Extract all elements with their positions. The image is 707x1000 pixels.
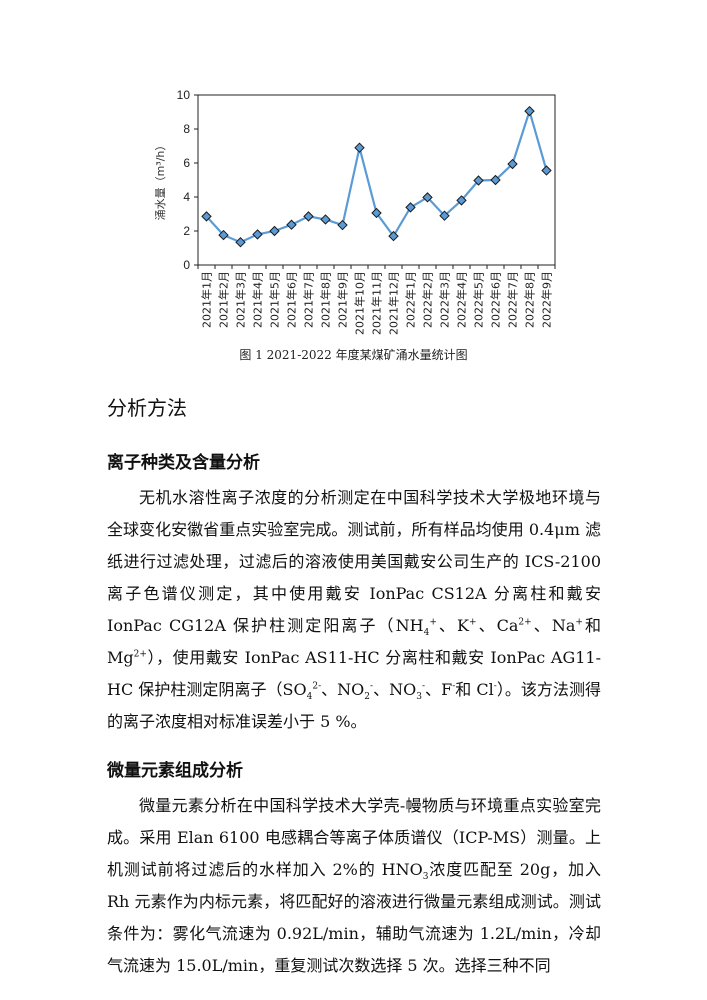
data-point <box>524 105 535 117</box>
x-tick-label: 2022年5月 <box>472 271 486 328</box>
subsection-title-ions: 离子种类及含量分析 <box>107 453 260 473</box>
data-point <box>507 158 518 170</box>
superscript: 2+ <box>133 649 147 660</box>
section-title: 分析方法 <box>107 396 187 420</box>
x-tick-label: 2021年11月 <box>370 271 384 335</box>
superscript: - <box>452 681 456 692</box>
y-tick-label: 4 <box>183 190 190 204</box>
subscript: 3 <box>416 692 422 703</box>
text-run: 、F <box>425 680 453 699</box>
x-tick-label: 2022年8月 <box>523 271 537 328</box>
y-tick-label: 2 <box>183 224 190 238</box>
superscript: 2+ <box>518 617 532 628</box>
x-tick-label: 2021年3月 <box>234 271 248 328</box>
x-tick-label: 2022年4月 <box>455 271 469 328</box>
x-tick-label: 2022年9月 <box>540 271 554 328</box>
text-run: ）。该方法测得的离子浓度相对标准误差小于 5 %。 <box>107 680 601 731</box>
x-tick-label: 2021年7月 <box>302 271 316 328</box>
text-run: 、NO <box>373 680 417 699</box>
data-point <box>303 211 314 222</box>
superscript: - <box>370 681 374 692</box>
text-run: ），使用戴安 IonPac AS11-HC 分离柱和戴安 IonPac AG11… <box>107 648 601 699</box>
y-tick-label: 6 <box>183 156 190 170</box>
figure-caption: 图 1 2021-2022 年度某煤矿涌水量统计图 <box>239 348 468 362</box>
x-tick-label: 2021年12月 <box>387 271 401 335</box>
text-run: 、Na <box>531 616 576 635</box>
x-tick-label: 2021年6月 <box>285 271 299 328</box>
x-tick-label: 2021年8月 <box>319 271 333 328</box>
data-point <box>388 230 399 242</box>
data-point <box>218 229 229 241</box>
data-point <box>269 225 280 237</box>
text-run: 浓度匹配至 20g，加入 Rh 元素作为内标元素，将匹配好的溶液进行微量元素组成… <box>107 860 601 975</box>
y-axis-label: 涌水量（m³/h） <box>154 140 167 221</box>
x-tick-label: 2022年1月 <box>404 271 418 328</box>
superscript: + <box>429 617 437 628</box>
data-point <box>490 174 501 186</box>
data-point <box>456 195 467 206</box>
data-point <box>473 175 484 186</box>
superscript: + <box>468 617 477 628</box>
y-tick-label: 0 <box>183 258 190 272</box>
x-tick-label: 2021年4月 <box>251 271 265 328</box>
data-point <box>541 165 552 176</box>
paragraph-trace-elements: 微量元素分析在中国科学技术大学壳-幔物质与环境重点实验室完成。采用 Elan 6… <box>107 790 601 982</box>
document-body: 图 1 2021-2022 年度某煤矿涌水量统计图 分析方法 离子种类及含量分析… <box>0 347 707 982</box>
data-point <box>320 214 331 225</box>
text-run: 和 Mg <box>107 616 601 667</box>
subscript: 3 <box>422 872 429 883</box>
superscript: - <box>421 681 426 692</box>
text-run: 无机水溶性离子浓度的分析测定在中国科学技术大学极地环境与全球变化安徽省重点实验室… <box>107 488 601 635</box>
data-point <box>405 202 416 213</box>
y-tick-label: 8 <box>183 122 190 136</box>
x-tick-label: 2022年7月 <box>506 271 520 328</box>
data-point <box>439 210 450 221</box>
x-tick-label: 2022年3月 <box>438 271 452 328</box>
data-point <box>252 229 263 240</box>
x-tick-label: 2021年1月 <box>200 271 214 328</box>
x-tick-label: 2021年10月 <box>353 271 367 335</box>
x-tick-label: 2022年6月 <box>489 271 503 328</box>
x-tick-label: 2021年2月 <box>217 271 231 328</box>
data-point <box>422 192 433 203</box>
text-run: 、NO <box>321 680 365 699</box>
data-point <box>354 142 365 153</box>
y-tick-label: 10 <box>177 88 191 102</box>
data-point <box>371 207 382 219</box>
subsection-title-trace-elements: 微量元素组成分析 <box>107 761 243 781</box>
x-tick-label: 2022年2月 <box>421 271 435 328</box>
paragraph-ions: 无机水溶性离子浓度的分析测定在中国科学技术大学极地环境与全球变化安徽省重点实验室… <box>107 482 601 738</box>
superscript: + <box>575 617 583 628</box>
text-run: 、Ca <box>476 616 519 635</box>
text-run: 和 Cl <box>455 680 494 699</box>
subscript: 4 <box>306 692 313 703</box>
subscript: 2 <box>364 692 371 703</box>
superscript: 2- <box>312 681 322 692</box>
data-point <box>201 211 212 222</box>
data-point <box>286 219 297 230</box>
x-tick-label: 2021年5月 <box>268 271 282 328</box>
text-run: 、K <box>436 616 469 635</box>
data-point <box>337 219 348 231</box>
data-point <box>235 237 246 248</box>
text-run: 微量元素分析在中国科学技术大学壳-幔物质与环境重点实验室完成。采用 Elan 6… <box>107 796 601 879</box>
plot-frame <box>197 94 556 266</box>
subscript: 4 <box>423 628 430 639</box>
superscript: - <box>493 681 497 692</box>
x-tick-label: 2021年9月 <box>336 271 350 328</box>
